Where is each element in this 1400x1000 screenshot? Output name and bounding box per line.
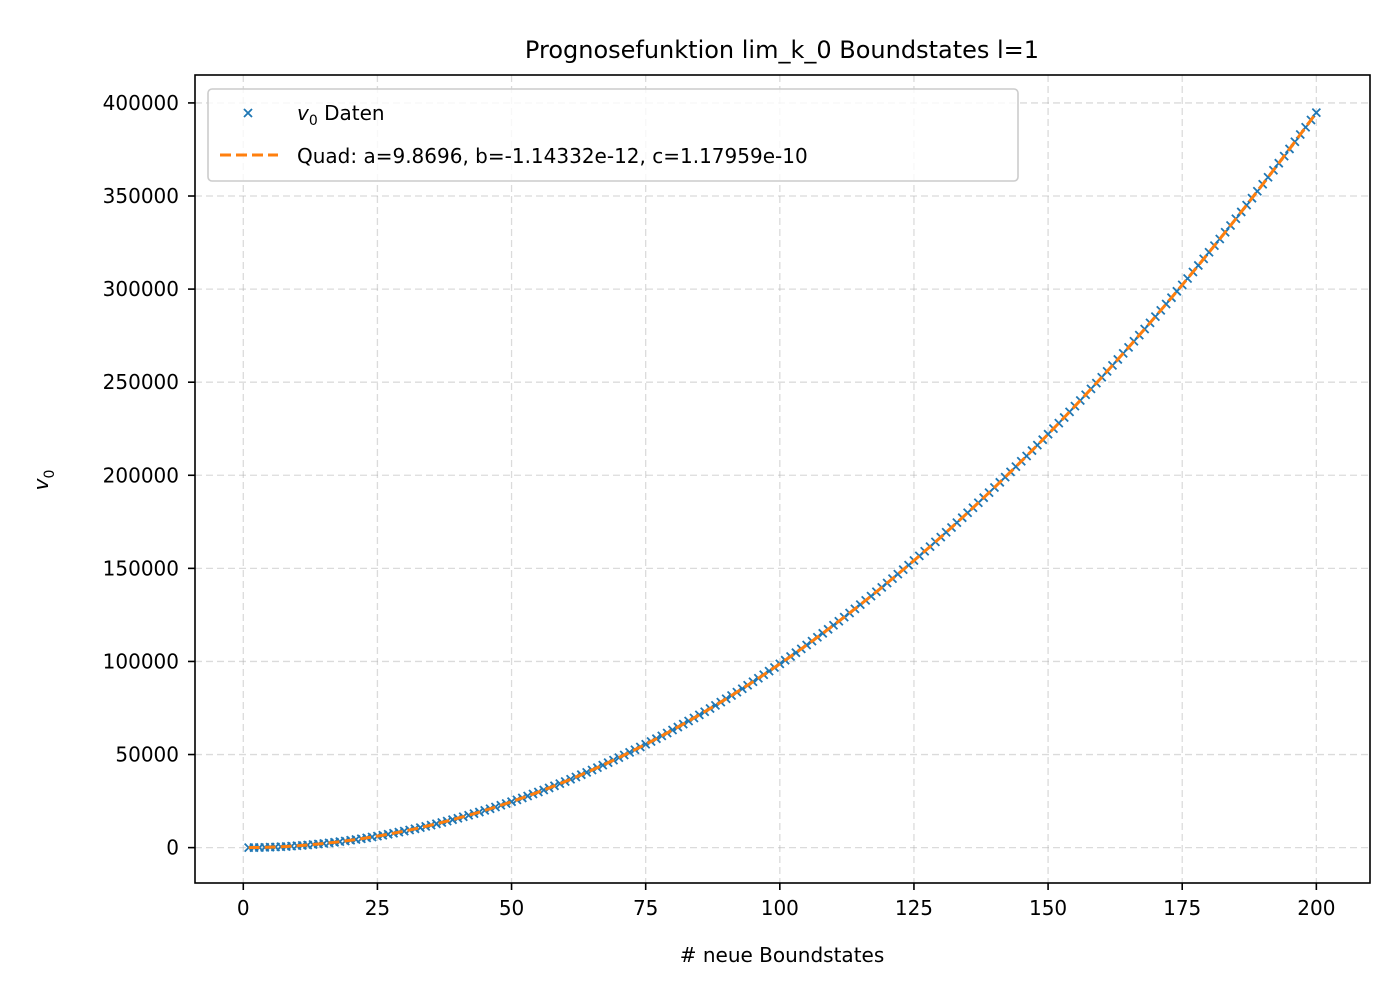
- y-tick-label: 100000: [103, 649, 179, 673]
- ticks: 0 25 50 75 100 125 150 175 200 0 50000 100000 150000…: [103, 91, 1336, 920]
- x-tick-label: 150: [1029, 896, 1067, 920]
- data-point-marker: [480, 805, 490, 816]
- y-axis-label: v0: [29, 470, 58, 491]
- legend-box: [207, 88, 1019, 182]
- data-point-marker: [539, 785, 549, 795]
- x-tick-label: 175: [1163, 896, 1201, 920]
- data-point-marker: [447, 815, 458, 825]
- legend-label-data: v0 Daten: [297, 101, 385, 129]
- data-point-marker: [506, 797, 517, 807]
- data-point-marker: [463, 810, 474, 820]
- data-point-marker: [431, 819, 442, 829]
- y-axis-label-subscript: 0: [42, 470, 58, 479]
- legend-label-data-symbol: v: [297, 101, 310, 125]
- x-tick-label: 25: [365, 896, 390, 920]
- y-tick-label: 400000: [103, 91, 179, 115]
- x-tick-label: 0: [237, 896, 250, 920]
- y-axis-label-symbol: v: [29, 477, 53, 490]
- legend-label-data-suffix: Daten: [318, 101, 385, 125]
- x-tick-label: 75: [633, 896, 658, 920]
- fit-line: [248, 111, 1318, 850]
- series-layer: [244, 108, 1321, 853]
- data-point-marker: [1311, 108, 1321, 118]
- y-tick-label: 50000: [115, 743, 179, 767]
- legend: v0 Daten Quad: a=9.8696, b=-1.14332e-12,…: [207, 88, 1019, 182]
- y-tick-label: 0: [166, 836, 179, 860]
- plot-frame: [194, 74, 1371, 884]
- legend-label-data-subscript: 0: [309, 113, 318, 129]
- y-tick-label: 200000: [103, 463, 179, 487]
- data-point-marker: [490, 802, 501, 812]
- x-tick-label: 200: [1297, 896, 1335, 920]
- chart-title: Prognosefunktion lim_k_0 Boundstates l=1: [525, 36, 1039, 64]
- y-tick-label: 250000: [103, 370, 179, 394]
- legend-label-fit: Quad: a=9.8696, b=-1.14332e-12, c=1.1795…: [297, 144, 808, 168]
- x-tick-label: 100: [761, 896, 799, 920]
- y-tick-label: 300000: [103, 277, 179, 301]
- y-tick-label: 350000: [103, 184, 179, 208]
- x-tick-label: 125: [895, 896, 933, 920]
- y-tick-label: 150000: [103, 556, 179, 580]
- x-axis-label: # neue Boundstates: [680, 943, 885, 967]
- legend-marker-scatter: [243, 108, 253, 118]
- x-tick-label: 50: [499, 896, 524, 920]
- legend-x-marker: [243, 108, 253, 118]
- data-point-marker: [523, 791, 533, 801]
